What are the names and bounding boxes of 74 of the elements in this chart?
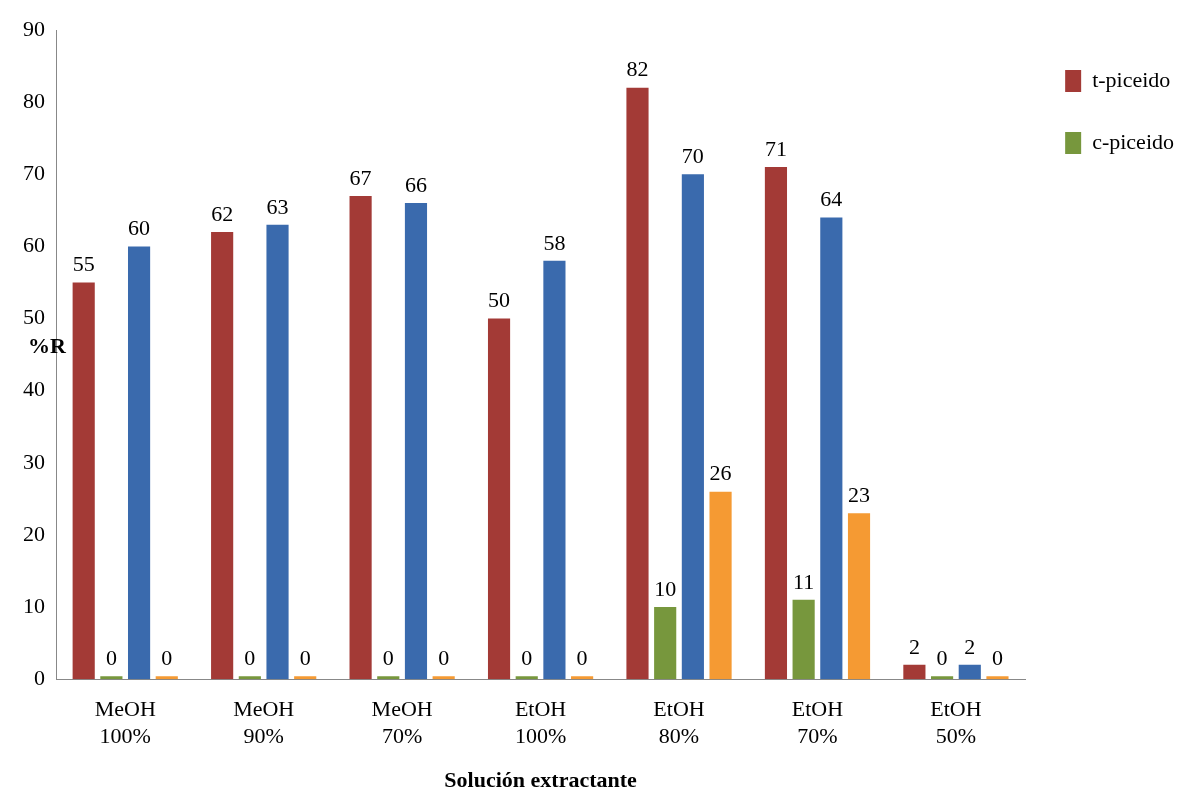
data-label: 58 [543,229,566,255]
data-label: 0 [936,644,948,670]
data-label: 0 [244,644,256,670]
x-tick-label: MeOH 100% [94,696,156,748]
y-tick-label: 40 [23,376,45,402]
bar [986,676,1009,680]
data-label: 10 [654,575,677,601]
data-label: 0 [161,644,173,670]
data-label: 26 [709,460,732,486]
legend-label: t-piceido [1092,66,1171,92]
data-label: 2 [964,633,976,659]
bar [792,599,815,680]
y-tick-label: 30 [23,448,45,474]
data-label: 62 [211,200,234,226]
data-label: 70 [681,143,704,169]
bar [626,87,649,680]
bar [72,282,95,680]
bar [127,246,151,680]
data-label: 63 [266,193,289,219]
bar [487,318,511,680]
data-label: 0 [299,644,311,670]
y-tick-label: 70 [23,160,45,186]
bar [266,224,289,680]
x-axis-title: Solución extractante [444,766,638,792]
data-label: 50 [488,287,511,313]
data-label: 64 [820,186,843,212]
data-label: 11 [793,568,815,594]
y-tick-label: 90 [23,15,45,41]
y-tick-label: 0 [34,664,45,690]
x-tick-label: EtOH 50% [930,696,982,748]
data-label: 2 [908,633,920,659]
y-tick-label: 60 [23,232,45,258]
data-label: 0 [576,644,588,670]
data-label: 0 [105,644,117,670]
x-tick-label: EtOH 100% [514,696,567,748]
y-tick-label: 10 [23,592,45,618]
y-tick-label: 80 [23,87,45,113]
data-label: 0 [438,644,450,670]
x-tick-label: MeOH 90% [233,696,295,748]
bar [349,195,372,680]
data-label: 0 [521,644,533,670]
bar [931,676,954,680]
bar [432,676,455,680]
bar [294,676,317,680]
y-axis-title: %R [28,333,67,359]
x-tick-label: EtOH 80% [653,696,705,748]
bar [404,203,428,680]
bar [764,167,788,680]
data-label: 60 [128,215,151,241]
data-label: 55 [72,251,95,277]
bar [543,260,566,680]
x-tick-label: EtOH 70% [791,696,844,748]
y-tick-label: 20 [23,520,45,546]
data-label: 82 [626,56,649,82]
bar [515,676,538,680]
bar [709,491,732,680]
bar [820,217,843,680]
bar [847,513,871,680]
bar [100,676,123,680]
data-label: 66 [404,171,427,197]
data-label: 71 [764,135,787,161]
bar [155,676,178,680]
bar [571,676,594,680]
y-tick-label: 50 [23,304,45,330]
bar [238,676,261,680]
bar [377,676,400,680]
bar [211,231,234,680]
data-label: 0 [382,644,394,670]
legend-label: c-piceido [1092,128,1175,154]
data-label: 23 [848,482,871,508]
data-label: 67 [349,164,372,190]
bar [681,174,704,680]
data-label: 0 [991,644,1003,670]
x-tick-label: MeOH 70% [371,696,433,748]
